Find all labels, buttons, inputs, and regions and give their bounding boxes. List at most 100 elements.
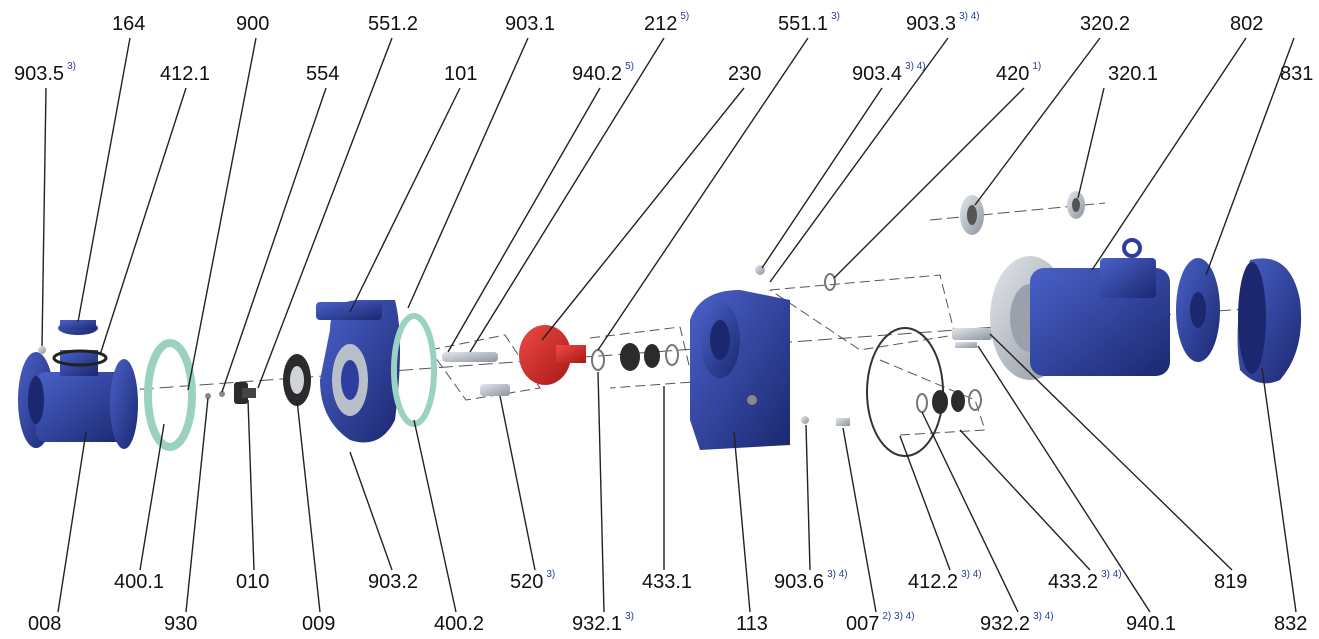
- o-ring-412-1: [52, 349, 108, 367]
- label-number: 008: [28, 613, 62, 635]
- label-008: 008: [28, 614, 61, 634]
- label-footnote: 1): [1032, 61, 1042, 72]
- shaft-212: [442, 352, 498, 362]
- label-number: 320.2: [1080, 13, 1131, 35]
- part-554: [219, 391, 225, 397]
- label-433-1: 433.1: [642, 572, 692, 592]
- label-551-1: 551.1 3): [778, 11, 840, 35]
- label-footnote: 3): [831, 11, 840, 22]
- label-903-1: 903.1: [505, 14, 555, 34]
- label-number: 320.1: [1108, 63, 1159, 85]
- label-number: 400.1: [114, 571, 165, 593]
- bearing-bracket-113: [690, 290, 790, 450]
- label-number: 819: [1214, 571, 1248, 593]
- label-554: 554: [306, 64, 339, 84]
- gasket-400-2: [391, 313, 437, 427]
- label-footnote: 3): [67, 61, 76, 72]
- label-101: 101: [444, 64, 477, 84]
- label-footnote: 2) 3) 4): [882, 611, 915, 622]
- label-footnote: 3) 4): [959, 11, 980, 22]
- motor-802: [990, 238, 1170, 380]
- part-007: [836, 418, 850, 426]
- label-number: 412.2: [908, 571, 959, 593]
- gasket-400-1: [144, 339, 196, 451]
- label-number: 551.2: [368, 13, 419, 35]
- label-number: 164: [112, 13, 146, 35]
- label-551-2: 551.2: [368, 14, 418, 34]
- seal-433-1-b: [644, 344, 660, 368]
- label-007: 007 2) 3) 4): [846, 611, 915, 635]
- label-433-2: 433.2 3) 4): [1048, 569, 1122, 593]
- label-footnote: 3): [546, 569, 556, 580]
- ring-932-2: [916, 393, 928, 413]
- label-number: 940.1: [1126, 613, 1177, 635]
- label-number: 940.2: [572, 63, 623, 85]
- label-010: 010: [236, 572, 269, 592]
- bearing-320-1: [1067, 191, 1085, 219]
- label-number: 903.6: [774, 571, 825, 593]
- label-520: 520 3): [510, 569, 556, 593]
- label-113: 113: [736, 614, 768, 634]
- label-400-1: 400.1: [114, 572, 164, 592]
- label-number: 903.4: [852, 63, 903, 85]
- label-number: 903.3: [906, 13, 957, 35]
- label-903-2: 903.2: [368, 572, 418, 592]
- label-number: 900: [236, 13, 270, 35]
- rear-seal-outline: [879, 359, 986, 436]
- label-940-2: 940.2 5): [572, 61, 634, 85]
- impeller-230: [519, 325, 586, 385]
- label-940-1: 940.1: [1126, 614, 1176, 634]
- label-819: 819: [1214, 572, 1247, 592]
- shaft-819: [952, 328, 992, 340]
- label-footnote: 3) 4): [1033, 611, 1054, 622]
- label-number: 010: [236, 571, 270, 593]
- label-number: 551.1: [778, 13, 829, 35]
- label-number: 930: [164, 613, 198, 635]
- label-number: 433.1: [642, 571, 693, 593]
- label-903-6: 903.6 3) 4): [774, 570, 848, 593]
- seal-433-2-b: [951, 390, 965, 412]
- label-footnote: 3) 4): [1101, 569, 1122, 580]
- label-420: 420 1): [996, 61, 1042, 85]
- label-footnote: 5): [625, 61, 634, 72]
- seal-433-2-c: [968, 389, 982, 411]
- label-number: 520: [510, 571, 544, 593]
- key-940-1: [955, 342, 977, 348]
- part-010: [234, 382, 256, 404]
- seal-group-outline-2: [589, 326, 694, 389]
- label-900: 900: [236, 14, 269, 34]
- label-164: 164: [112, 14, 145, 34]
- label-number: 420: [996, 63, 1030, 85]
- label-footnote: 3): [625, 611, 634, 622]
- label-number: 903.1: [505, 13, 556, 35]
- fan-cover-832: [1237, 258, 1302, 384]
- label-number: 009: [302, 613, 336, 635]
- label-831: 831: [1280, 64, 1313, 84]
- label-400-2: 400.2: [434, 614, 484, 634]
- label-932-1: 932.1 3): [572, 611, 634, 635]
- label-number: 802: [1230, 13, 1264, 35]
- cover-164-part: [58, 320, 98, 335]
- label-932-2: 932.2 3) 4): [980, 611, 1054, 635]
- label-number: 412.1: [160, 63, 211, 85]
- label-903-5: 903.5 3): [14, 61, 76, 85]
- part-009: [283, 354, 311, 406]
- label-320-1: 320.1: [1108, 64, 1158, 84]
- label-footnote: 3) 4): [905, 61, 926, 72]
- label-number: 903.2: [368, 571, 419, 593]
- seal-433-1-a: [620, 343, 640, 371]
- label-number: 400.2: [434, 613, 485, 635]
- ring-420: [824, 273, 836, 291]
- label-footnote: 3) 4): [961, 569, 982, 580]
- label-832: 832: [1274, 614, 1307, 634]
- label-number: 554: [306, 63, 340, 85]
- label-930: 930: [164, 614, 197, 634]
- label-number: 007: [846, 613, 880, 635]
- leader-lines: [41, 37, 1297, 613]
- label-number: 101: [444, 63, 478, 85]
- label-number: 230: [728, 63, 762, 85]
- label-number: 212: [644, 13, 678, 35]
- seal-433-1-c: [665, 344, 679, 366]
- label-320-2: 320.2: [1080, 14, 1130, 34]
- o-ring-412-2: [866, 327, 944, 457]
